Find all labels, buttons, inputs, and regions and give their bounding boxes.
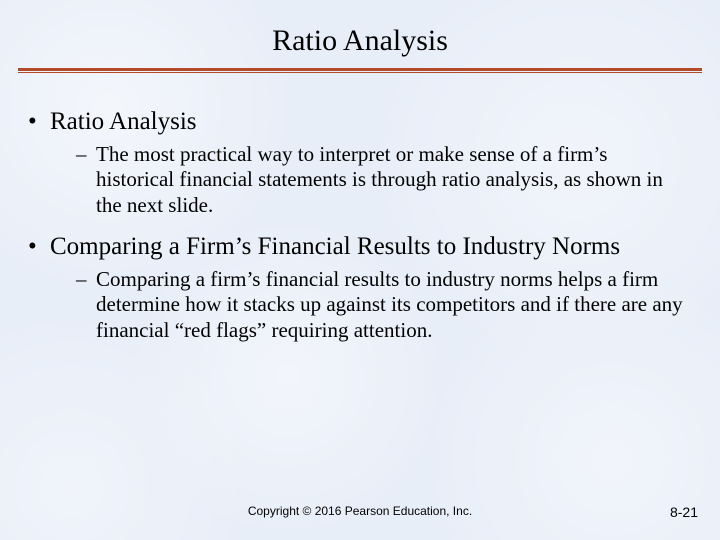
slide-title: Ratio Analysis [18, 24, 702, 58]
bullet-text: Comparing a Firm’s Financial Results to … [50, 233, 620, 260]
copyright-text: Copyright © 2016 Pearson Education, Inc. [0, 504, 720, 518]
horizontal-rule [18, 68, 702, 73]
bullet-item: Ratio Analysis The most practical way to… [24, 107, 690, 218]
sub-bullet-item: The most practical way to interpret or m… [50, 142, 690, 219]
sub-bullet-text: Comparing a firm’s financial results to … [96, 267, 683, 342]
sub-bullet-text: The most practical way to interpret or m… [96, 142, 663, 217]
sub-bullet-item: Comparing a firm’s financial results to … [50, 267, 690, 344]
bullet-list-level2: Comparing a firm’s financial results to … [50, 267, 690, 344]
page-number: 8-21 [670, 504, 698, 520]
bullet-item: Comparing a Firm’s Financial Results to … [24, 232, 690, 343]
bullet-text: Ratio Analysis [50, 108, 197, 135]
slide-body: Ratio Analysis The most practical way to… [18, 107, 702, 344]
bullet-list-level1: Ratio Analysis The most practical way to… [24, 107, 690, 344]
bullet-list-level2: The most practical way to interpret or m… [50, 142, 690, 219]
slide: Ratio Analysis Ratio Analysis The most p… [0, 0, 720, 540]
